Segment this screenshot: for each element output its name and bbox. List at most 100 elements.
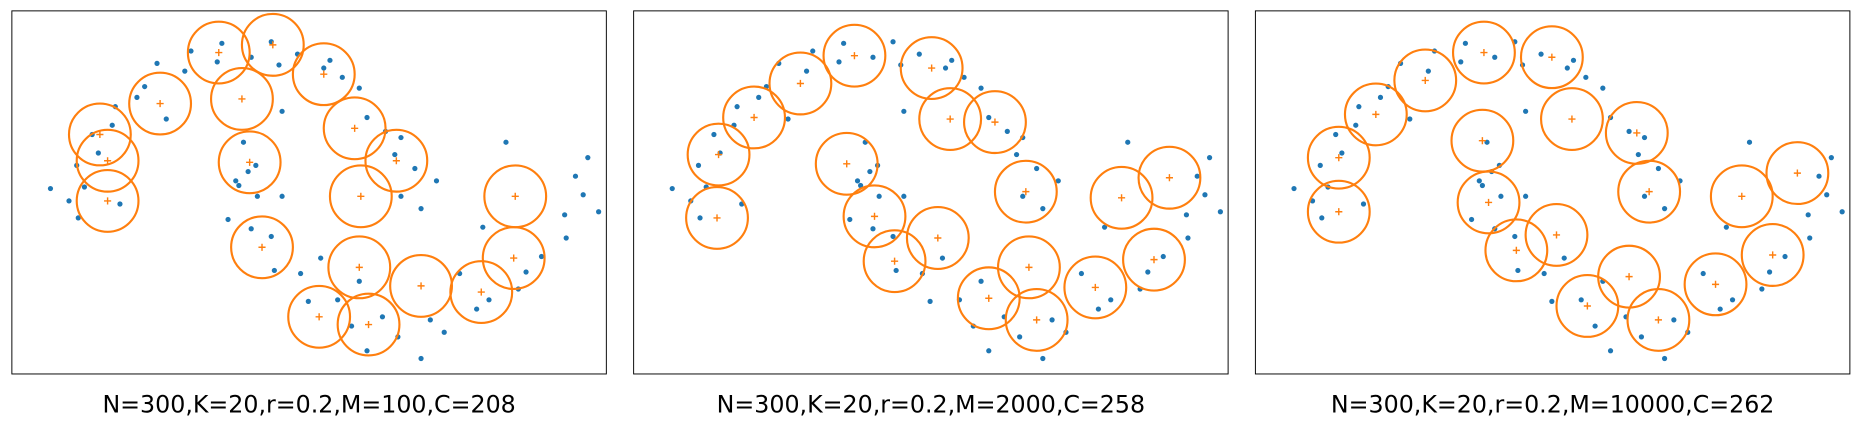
center-marker [355, 263, 363, 271]
data-point [986, 348, 992, 354]
data-point [1570, 57, 1577, 63]
cover-circle [1137, 145, 1202, 210]
data-point [1462, 40, 1469, 46]
data-point [47, 185, 54, 192]
center-marker [870, 212, 879, 220]
cover-circle [1683, 252, 1748, 317]
data-point [538, 253, 545, 260]
data-point [585, 155, 591, 161]
data-point [253, 162, 259, 168]
data-point [1592, 323, 1598, 329]
center-marker [510, 254, 518, 262]
data-point [441, 329, 447, 335]
cover-circle [686, 122, 751, 187]
data-point [379, 314, 386, 320]
data-point [142, 83, 148, 90]
data-point [870, 54, 876, 60]
data-point [81, 184, 88, 190]
panel: N=300,K=20,r=0.2,M=2000,C=258 [633, 10, 1229, 419]
data-point [1607, 348, 1614, 354]
data-point [1661, 355, 1668, 362]
cover-circle [956, 266, 1021, 331]
data-point [858, 182, 864, 189]
data-point [236, 182, 242, 189]
data-point [1017, 334, 1023, 340]
data-point [1641, 134, 1648, 141]
cover-circle [327, 235, 392, 300]
center-marker [364, 320, 373, 329]
cover-circle [287, 284, 352, 349]
center-marker [1583, 302, 1591, 310]
cover-circle [1484, 218, 1549, 283]
cover-circle [814, 131, 879, 196]
data-point [364, 114, 370, 121]
data-point [847, 216, 853, 223]
data-point [1194, 173, 1200, 179]
data-point [1805, 212, 1811, 218]
center-marker [1485, 198, 1493, 207]
data-point [978, 278, 984, 284]
cover-circle [899, 36, 964, 100]
center-marker [315, 313, 323, 321]
data-point [854, 178, 861, 184]
center-marker [1711, 280, 1720, 288]
cover-circle [75, 168, 140, 233]
cover-circle [1555, 274, 1620, 338]
cover-circle [322, 96, 387, 161]
center-marker [1625, 273, 1633, 281]
data-point [335, 297, 341, 303]
center-marker [320, 70, 328, 78]
center-marker [96, 130, 104, 139]
cover-circle [963, 90, 1027, 155]
data-point [916, 51, 922, 57]
data-point [785, 116, 791, 122]
data-point [1515, 267, 1521, 274]
center-marker [1335, 154, 1343, 162]
data-point [563, 235, 569, 241]
center-marker [258, 243, 266, 251]
data-point [1523, 108, 1529, 114]
data-point [279, 108, 285, 114]
center-marker [1793, 169, 1801, 177]
data-point [117, 201, 123, 207]
data-point [1561, 255, 1567, 261]
data-point [1523, 193, 1529, 199]
center-marker [1022, 188, 1030, 196]
data-point [474, 306, 480, 312]
data-point [321, 65, 327, 71]
cover-circle [918, 87, 983, 151]
data-point [841, 40, 847, 46]
data-point [1700, 270, 1706, 277]
data-point [523, 269, 529, 275]
center-marker [357, 192, 365, 200]
cover-circle [1393, 48, 1458, 113]
data-point [890, 39, 896, 45]
data-point [1717, 306, 1723, 312]
center-marker [104, 157, 112, 165]
center-marker [1738, 192, 1746, 200]
data-point [1782, 253, 1788, 260]
data-point [364, 348, 370, 354]
data-point [1055, 178, 1061, 184]
data-point [214, 59, 220, 65]
data-point [1538, 51, 1544, 57]
data-point [248, 226, 254, 232]
cover-circle [685, 185, 749, 250]
data-point [756, 94, 762, 101]
data-point [75, 215, 81, 221]
cover-circle [230, 215, 294, 280]
center-marker [1025, 263, 1033, 271]
data-point [1108, 297, 1114, 303]
cover-circle [1524, 202, 1589, 267]
data-point [163, 116, 169, 122]
center-marker [891, 257, 899, 265]
center-marker [843, 160, 851, 168]
data-point [412, 165, 418, 172]
cover-circle [291, 42, 356, 107]
data-point [95, 150, 101, 156]
data-point [276, 62, 282, 68]
data-point [279, 193, 285, 199]
data-point [1746, 139, 1753, 145]
center-marker [392, 157, 400, 165]
